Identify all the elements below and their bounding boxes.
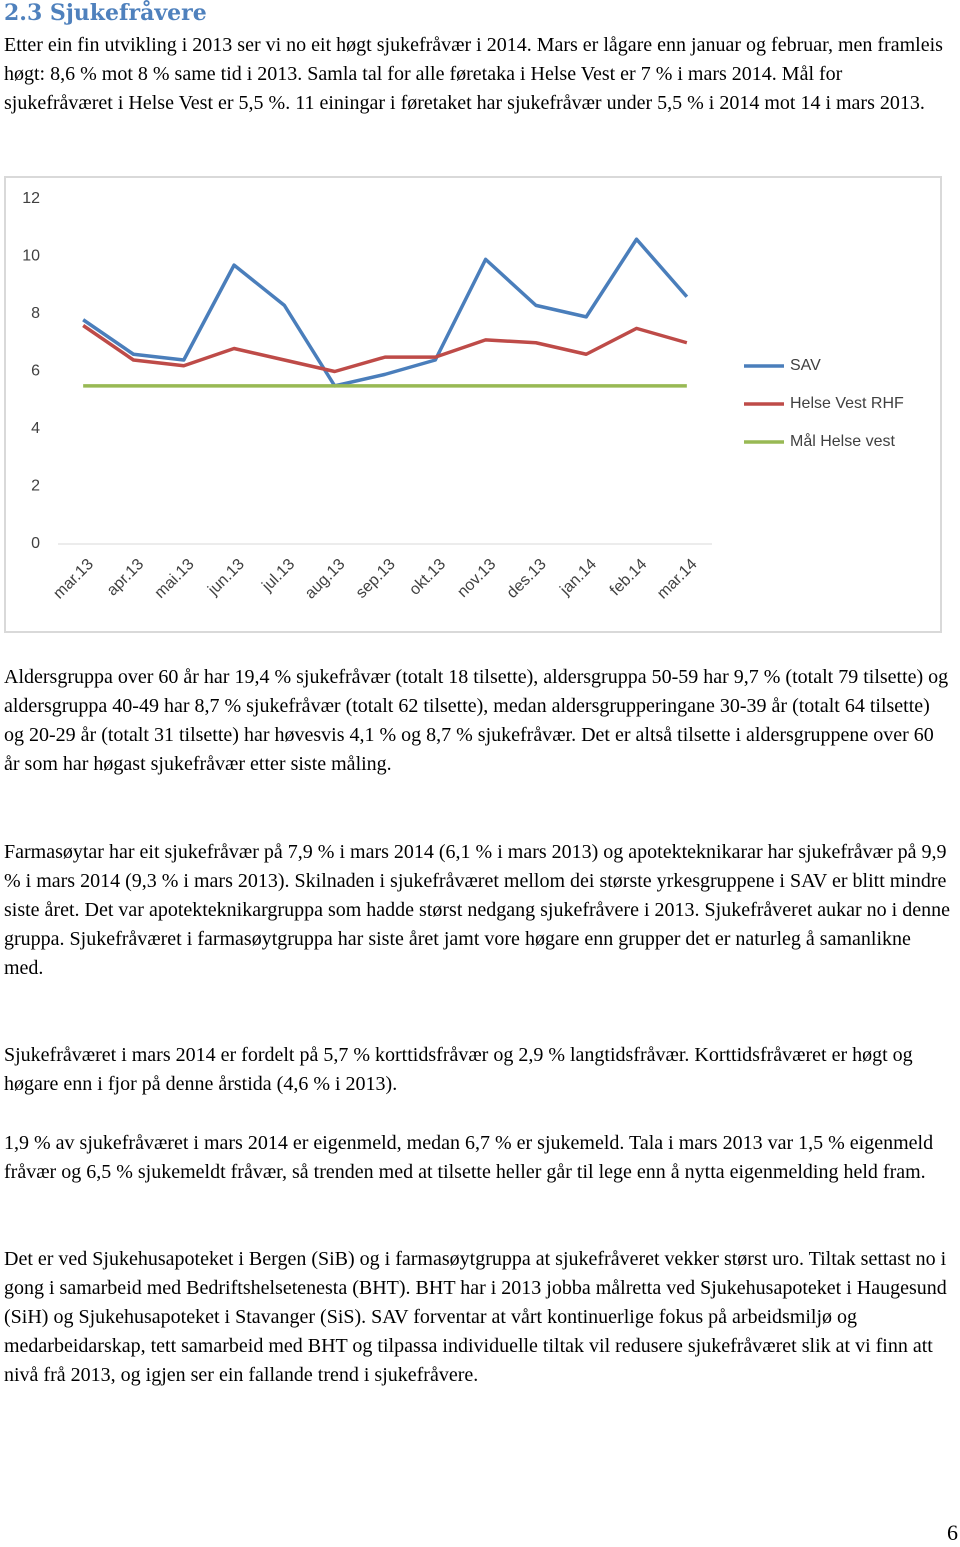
y-tick-label: 12 <box>22 190 40 207</box>
legend-label: SAV <box>790 357 821 374</box>
paragraph: Sjukefråværet i mars 2014 er fordelt på … <box>4 1044 913 1095</box>
paragraph: Farmasøytar har eit sjukefråvær på 7,9 %… <box>4 841 950 979</box>
line-series <box>82 237 689 388</box>
paragraph: 1,9 % av sjukefråværet i mars 2014 er ei… <box>4 1132 934 1183</box>
page-number: 6 <box>947 1520 958 1545</box>
paragraph: Det er ved Sjukehusapoteket i Bergen (Si… <box>4 1248 947 1386</box>
y-tick-label: 4 <box>31 420 40 437</box>
y-tick-label: 6 <box>31 363 40 380</box>
y-tick-label: 10 <box>22 248 40 265</box>
chart-frame <box>4 176 942 633</box>
line-series <box>82 324 688 374</box>
paragraph: Etter ein fin utvikling i 2013 ser vi no… <box>4 34 943 114</box>
heading: 2.3 Sjukefråvere <box>4 0 207 26</box>
legend-label: Mål Helse vest <box>790 432 895 450</box>
y-tick-label: 0 <box>31 535 40 552</box>
legend-label: Helse Vest RHF <box>790 395 904 412</box>
y-tick-label: 2 <box>31 478 40 495</box>
y-tick-label: 8 <box>31 305 40 322</box>
paragraph: Aldersgruppa over 60 år har 19,4 % sjuke… <box>4 666 949 775</box>
